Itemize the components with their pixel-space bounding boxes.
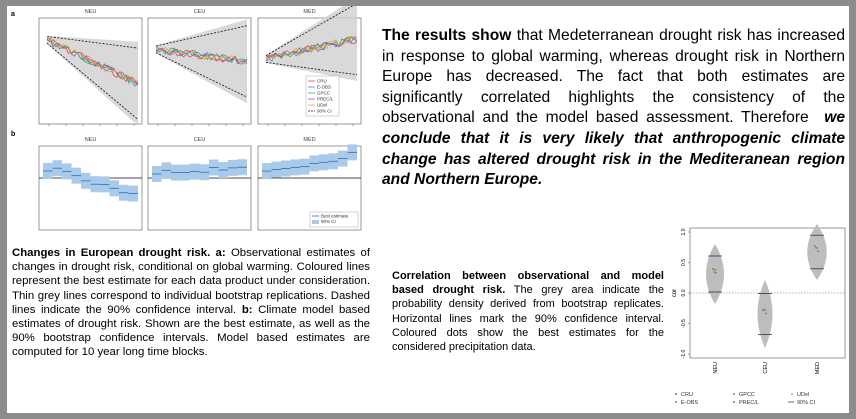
- y-tick-label: 0.5: [681, 259, 687, 266]
- x-tick-label: CEU: [763, 362, 769, 374]
- legend-label: Best estimate: [321, 214, 349, 219]
- region-title: NEU: [85, 137, 97, 143]
- label-b: b:: [241, 303, 253, 316]
- bootstrap-area: [47, 35, 138, 124]
- legend-label: PREC/L: [317, 97, 334, 102]
- caption-right: Correlation between observational and mo…: [392, 269, 664, 354]
- ci-line: [265, 62, 358, 76]
- bootstrap-area: [156, 19, 247, 104]
- panel-box: [257, 17, 362, 125]
- legend-label: PREC/L: [739, 400, 759, 406]
- violin: [757, 280, 773, 348]
- legend-label: CRU: [681, 392, 693, 398]
- y-label: cor: [672, 289, 678, 297]
- panel-box: [147, 145, 252, 231]
- estimate-line: [46, 36, 139, 82]
- panel-box: [38, 145, 143, 231]
- legend-label: UDel: [797, 392, 809, 398]
- lead: The results show: [382, 27, 512, 44]
- region-title: MED: [303, 9, 315, 15]
- ci-line: [46, 42, 139, 120]
- panel-box: [257, 145, 362, 231]
- ci-line: [155, 25, 248, 47]
- dot: [818, 251, 820, 253]
- legend-dot: [675, 393, 677, 395]
- violin: [706, 244, 724, 304]
- estimate-line: [265, 36, 358, 60]
- legend-dot: [675, 401, 677, 403]
- dot: [764, 308, 766, 311]
- caption-title: Changes in European drought risk.: [12, 247, 211, 259]
- legend-label: CRU: [317, 79, 327, 84]
- estimate-line: [265, 36, 358, 62]
- main-text: The results show that Medeterranean drou…: [382, 26, 845, 191]
- y-tick-label: 1.0: [681, 228, 687, 235]
- ci-line: [46, 36, 139, 49]
- legend-label: E-OBS: [681, 400, 698, 406]
- legend-swatch: [312, 220, 319, 224]
- x-tick-label: NEU: [713, 362, 719, 374]
- x-tick-label: MED: [815, 362, 821, 374]
- caption-b: Climate model based estimates of drought…: [12, 303, 371, 359]
- label-a: a:: [215, 247, 226, 259]
- panel-label: a: [11, 11, 15, 18]
- estimate-line: [46, 38, 139, 85]
- caption-a: Observational estimates of changes in dr…: [12, 247, 370, 316]
- violin: [807, 224, 827, 280]
- dot: [715, 271, 717, 274]
- legend-dot: [791, 393, 793, 395]
- bootstrap-area: [266, 6, 357, 81]
- dot: [716, 269, 718, 271]
- legend-dot: [733, 393, 735, 395]
- region-title: CEU: [194, 137, 206, 143]
- region-title: NEU: [85, 9, 97, 15]
- y-tick-label: -0.5: [681, 319, 687, 328]
- dot: [713, 271, 715, 273]
- ci-line: [155, 52, 248, 98]
- panel-box: [147, 17, 252, 125]
- legend-dot: [733, 401, 735, 403]
- legend-label: 90% CI: [797, 400, 816, 406]
- region-title: CEU: [194, 9, 206, 15]
- caption-left: Changes in European drought risk. a: Obs…: [12, 246, 370, 360]
- conclusion: we conclude that it is very likely that …: [382, 109, 845, 189]
- dot: [816, 246, 818, 249]
- dot: [766, 312, 768, 315]
- estimate-line: [155, 47, 248, 65]
- dot: [712, 268, 714, 270]
- legend-label: GPCC: [739, 392, 755, 398]
- region-title: MED: [303, 137, 315, 143]
- legend-label: 90% CI: [321, 219, 336, 224]
- estimate-line: [155, 47, 248, 65]
- dot: [814, 245, 816, 247]
- legend-label: 90% CI: [317, 109, 332, 114]
- estimate-line: [265, 36, 358, 59]
- legend-label: E-OBS: [317, 85, 331, 90]
- legend-box: [309, 211, 359, 228]
- legend-label: GPCC: [317, 91, 331, 96]
- caption-text: The grey area indicate the probability d…: [392, 284, 664, 354]
- legend-label: UDel: [317, 103, 327, 108]
- panel-label: b: [11, 131, 15, 138]
- y-tick-label: 0.0: [681, 289, 687, 296]
- caption-title: Correlation between observational and mo…: [392, 270, 664, 297]
- page: a b NEU CEU MED CRU E-OBS GPCC PREC/L UDel 90% CI N…: [7, 6, 849, 413]
- estimate-line: [155, 46, 248, 63]
- body: that Medeterranean drought risk has incr…: [382, 27, 845, 127]
- panel-box: [38, 17, 143, 125]
- y-tick-label: -1.0: [681, 349, 687, 358]
- dot: [714, 268, 716, 271]
- legend-box: [305, 75, 340, 117]
